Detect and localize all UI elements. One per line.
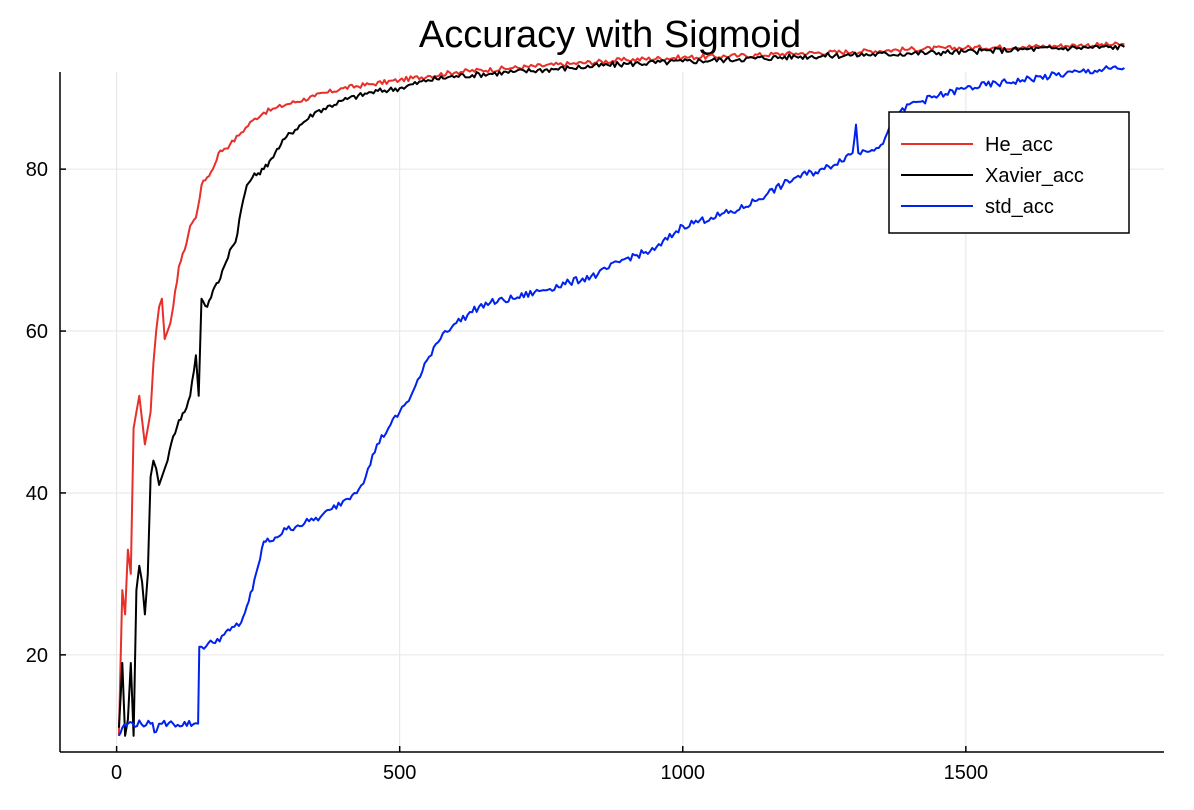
chart-title: Accuracy with Sigmoid (419, 14, 801, 56)
y-tick-label: 60 (26, 321, 48, 343)
legend-label: std_acc (985, 196, 1054, 218)
x-tick-label: 1000 (661, 762, 706, 784)
axes: 0 500 1000 1500 20 40 60 80 (26, 72, 1164, 784)
series-lines (117, 41, 1125, 737)
x-tick-label: 500 (383, 762, 416, 784)
x-tick-label: 0 (111, 762, 122, 784)
y-tick-label: 40 (26, 483, 48, 505)
series-line-xavier-acc (117, 44, 1125, 737)
legend-label: He_acc (985, 134, 1053, 156)
y-tick-label: 80 (26, 159, 48, 181)
y-tick-label: 20 (26, 645, 48, 667)
series-line-he-acc (117, 41, 1125, 736)
legend: He_acc Xavier_acc std_acc (888, 111, 1130, 234)
series-line-std-acc (118, 65, 1125, 737)
legend-label: Xavier_acc (985, 165, 1084, 187)
legend-box (888, 111, 1130, 234)
x-tick-label: 1500 (944, 762, 989, 784)
